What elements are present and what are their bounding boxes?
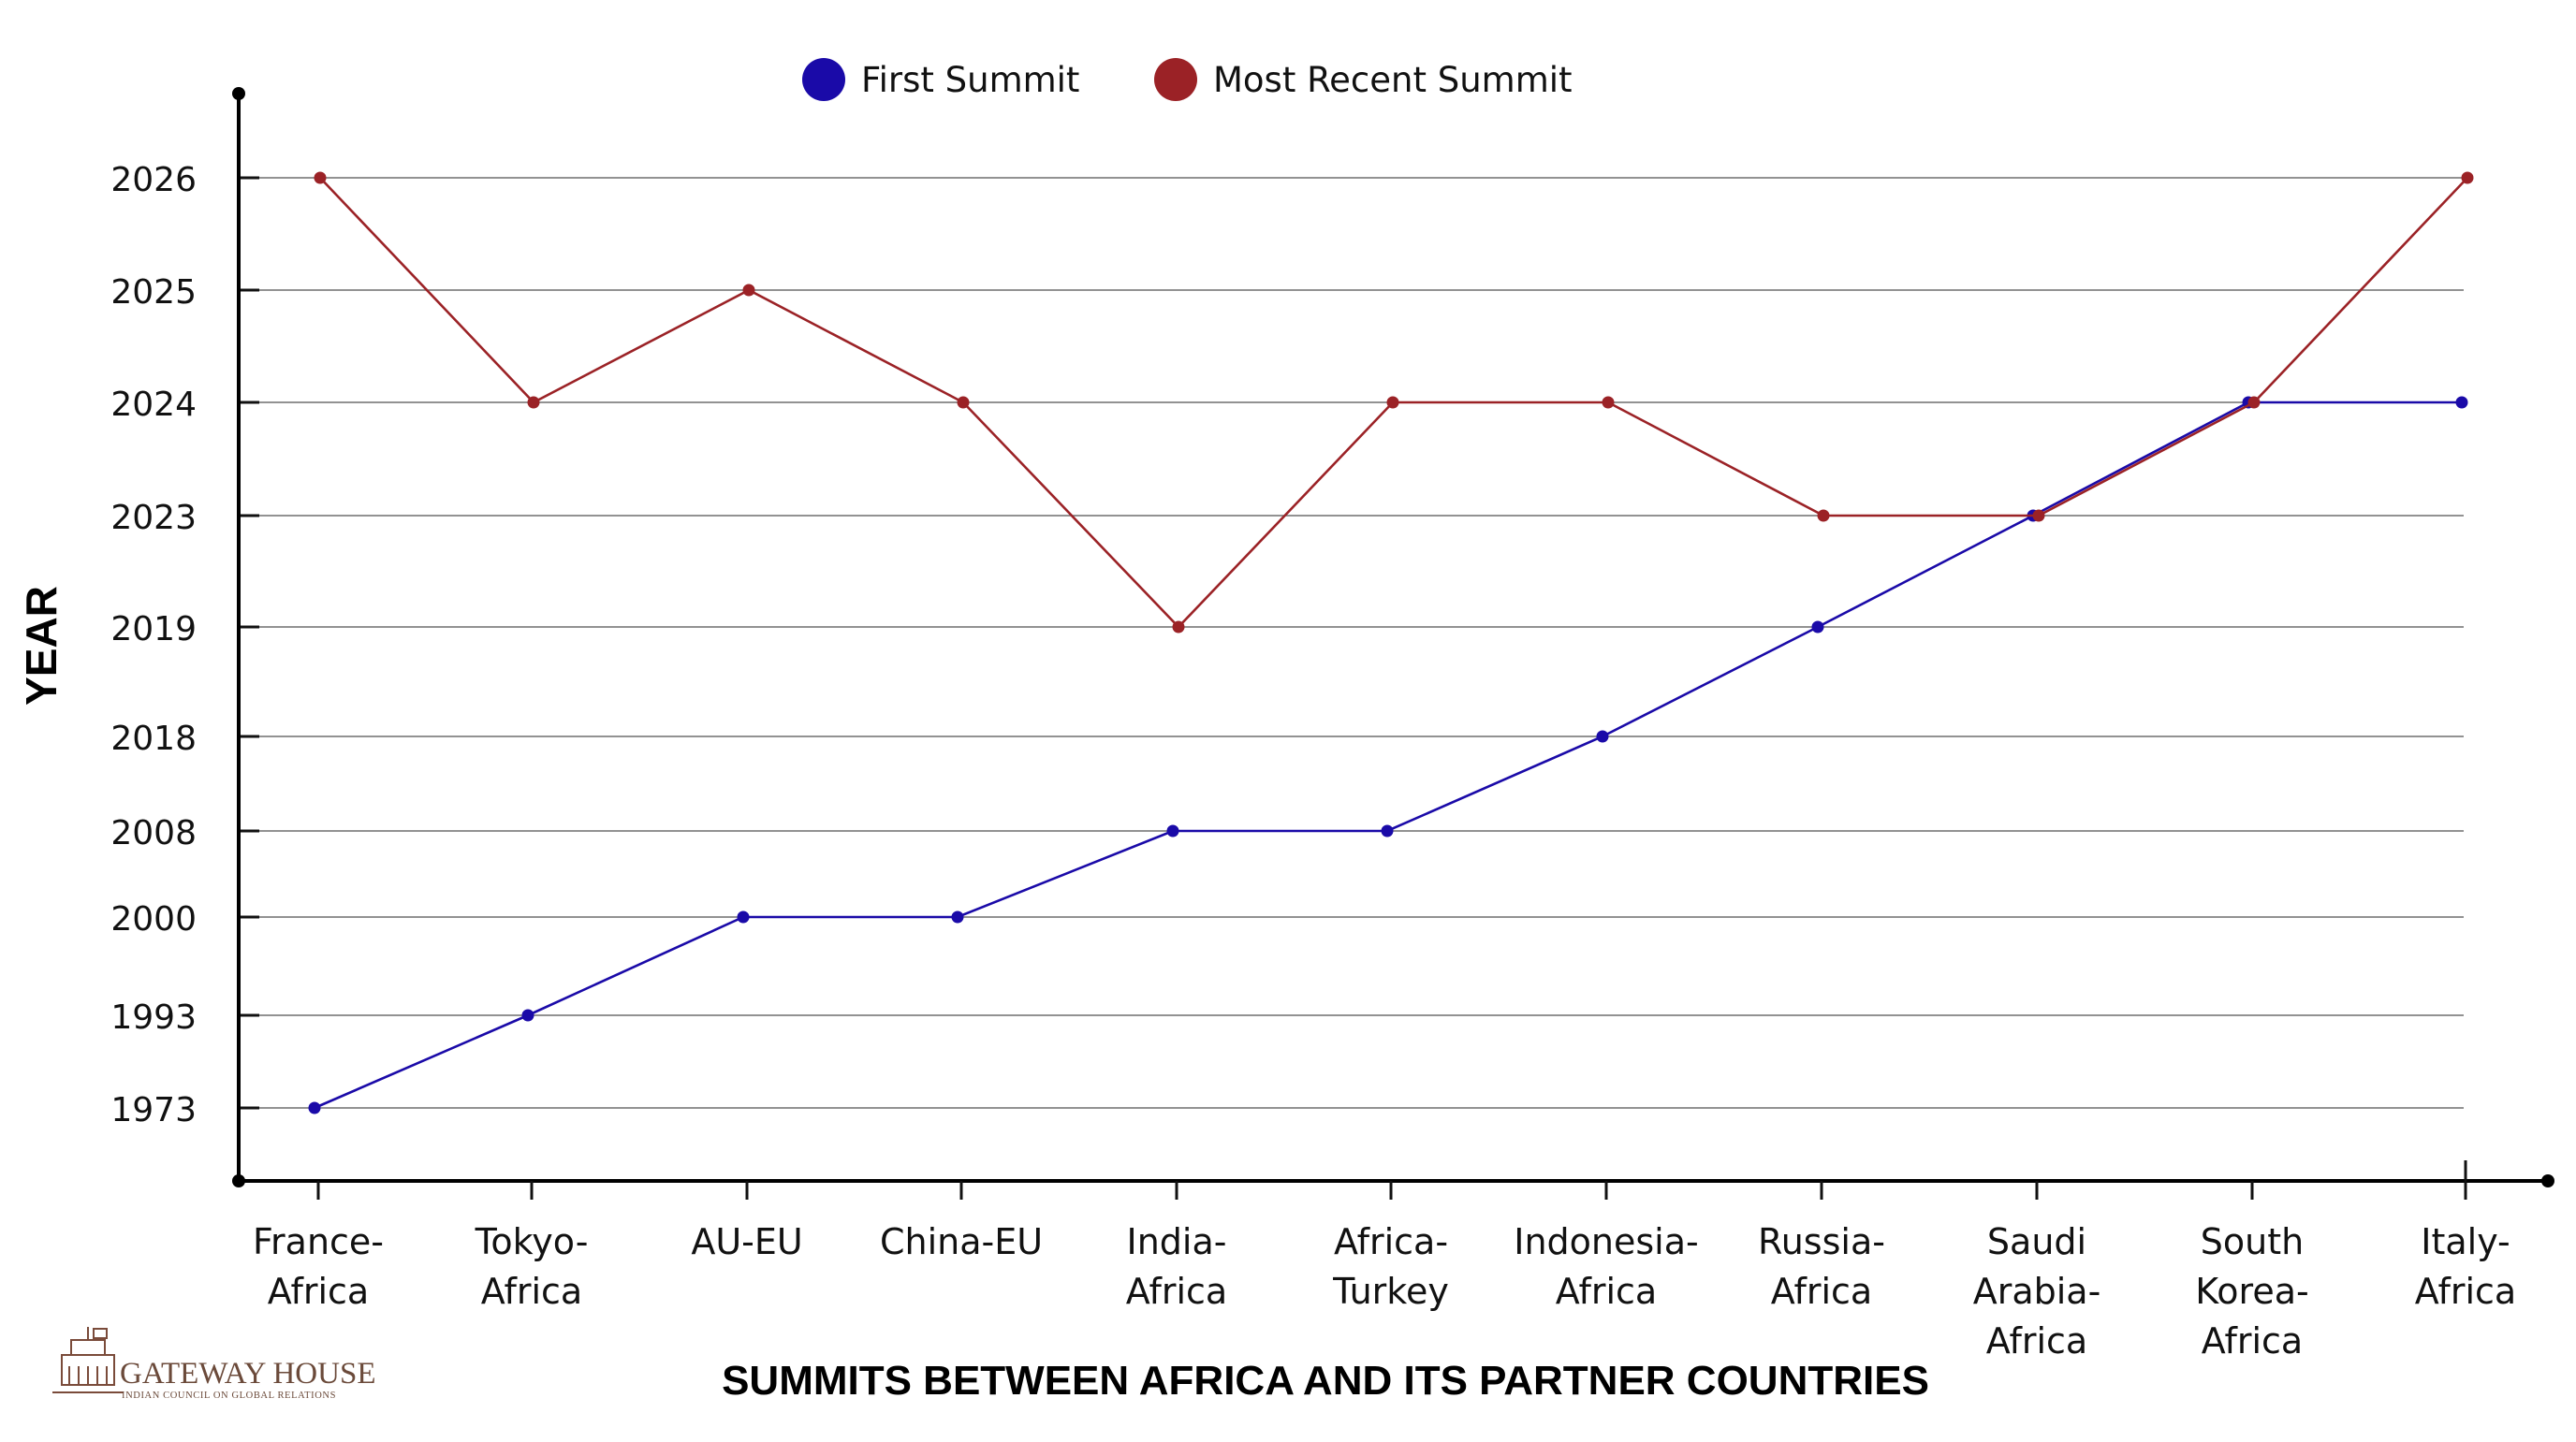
data-point [1386,396,1399,409]
x-tick-label-saudiarabia-africa: Saudi Arabia- Africa [1973,1221,2101,1362]
data-point [2247,396,2261,409]
x-tick-label-line: South [2201,1221,2304,1262]
data-point [1811,620,1824,634]
x-tick-label-line: Africa [2202,1320,2303,1362]
x-tick-label-au-eu: AU-EU [691,1221,802,1262]
x-tick-label-line: France- [253,1221,384,1262]
data-point [308,1101,321,1114]
logo-tagline: INDIAN COUNCIL ON GLOBAL RELATIONS [122,1391,336,1401]
data-point [521,1009,534,1022]
data-point [1381,824,1394,838]
y-tick-label-2019: 2019 [110,610,197,648]
data-point [737,910,750,924]
x-tick-label-line: Italy- [2421,1221,2510,1262]
legend-label: Most Recent Summit [1213,60,1573,100]
axis-origin-dot [232,1174,245,1187]
data-point [1172,620,1185,634]
data-point [2461,171,2474,184]
x-tick-label-india-africa: India- Africa [1126,1221,1227,1312]
x-tick-label-line: Africa- [1334,1221,1448,1262]
x-tick-label-line: Africa [1126,1271,1227,1312]
x-tick-label-france-africa: France- Africa [253,1221,384,1312]
x-tick-label-italy-africa: Italy- Africa [2415,1221,2516,1312]
gateway-house-logo: GATEWAY HOUSE INDIAN COUNCIL ON GLOBAL R… [52,1327,375,1401]
x-axis-end-dot [2541,1174,2554,1187]
logo-name: GATEWAY HOUSE [120,1357,375,1391]
data-point [1166,824,1179,838]
series [308,171,2474,1114]
legend-marker [1154,58,1197,101]
data-point [1596,730,1609,743]
x-tick-label-line: Russia- [1758,1221,1885,1262]
data-point [1602,396,1615,409]
x-tick-label-indonesia-africa: Indonesia- Africa [1514,1221,1698,1312]
x-tick-label-line: Korea- [2195,1271,2308,1312]
x-tick-label-russia-africa: Russia- Africa [1758,1221,1885,1312]
data-point [314,171,327,184]
series-first-summit [308,396,2468,1114]
x-tick-label-line: Africa [1556,1271,1657,1312]
y-tick-label-1973: 1973 [110,1091,197,1129]
x-tick-labels: France- Africa Tokyo- Africa AU-EU China-EU In… [253,1221,2516,1362]
y-tick-label-2025: 2025 [110,273,197,312]
data-point [742,284,755,297]
data-point [2455,396,2468,409]
x-tick-label-line: Arabia- [1973,1271,2101,1312]
legend-label: First Summit [861,60,1079,100]
x-tick-label-line: Indonesia- [1514,1221,1698,1262]
y-axis-title: YEAR [17,586,66,706]
series-most-recent-summit [314,171,2474,634]
x-tick-label-tokyo-africa: Tokyo- Africa [475,1221,589,1312]
building-icon [52,1327,124,1393]
y-tick-label-2018: 2018 [110,720,197,758]
y-tick-label-2023: 2023 [110,499,197,537]
y-tick-label-2008: 2008 [110,814,197,852]
x-tick-label-line: Tokyo- [475,1221,589,1262]
x-tick-label-line: Africa [481,1271,582,1312]
x-tick-label-line: Africa [1771,1271,1872,1312]
x-tick-label-line: AU-EU [691,1221,802,1262]
axes [232,87,2554,1200]
y-tick-label-1993: 1993 [110,998,197,1037]
x-tick-label-china-eu: China-EU [880,1221,1043,1262]
series-line [314,401,2462,1110]
y-tick-label-2026: 2026 [110,161,197,199]
y-tick-labels: 1973 1993 2000 2008 2018 2019 2023 2024 2025 2026 [110,161,197,1129]
x-tick-label-line: Africa [2415,1271,2516,1312]
legend: First Summit Most Recent Summit [802,58,1573,101]
data-point [1817,509,1830,522]
data-point [951,910,964,924]
data-point [527,396,540,409]
y-axis-end-dot [232,87,245,100]
gridlines [239,177,2464,1109]
x-tick-label-southkorea-africa: South Korea- Africa [2195,1221,2308,1362]
x-axis-title: SUMMITS BETWEEN AFRICA AND ITS PARTNER C… [722,1358,1929,1404]
data-point [957,396,970,409]
y-tick-label-2000: 2000 [110,900,197,939]
x-tick-label-line: India- [1127,1221,1227,1262]
x-tick-label-line: Saudi [1987,1221,2086,1262]
x-tick-label-line: Turkey [1332,1271,1449,1312]
x-tick-label-line: Africa [268,1271,369,1312]
x-tick-label-line: China-EU [880,1221,1043,1262]
x-tick-label-line: Africa [1986,1320,2087,1362]
legend-marker [802,58,845,101]
x-tick-label-africa-turkey: Africa- Turkey [1332,1221,1449,1312]
data-point [2032,509,2045,522]
y-tick-label-2024: 2024 [110,386,197,424]
